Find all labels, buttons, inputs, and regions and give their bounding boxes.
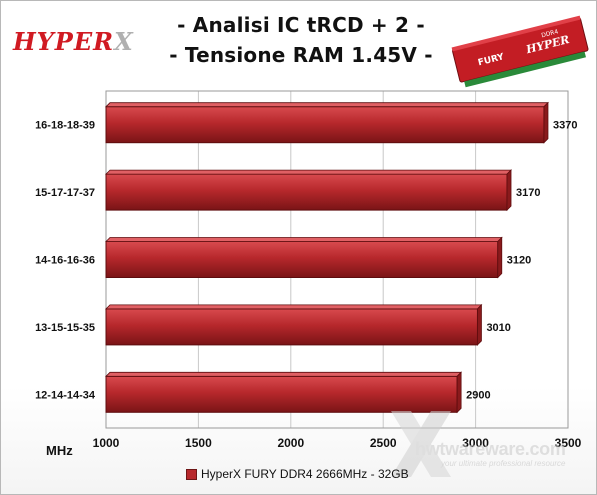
bar	[105, 308, 478, 346]
x-tick-label: 1500	[185, 436, 212, 450]
data-label: 3120	[507, 255, 531, 267]
x-tick-label: 1000	[93, 436, 120, 450]
data-label: 2900	[466, 389, 490, 401]
category-label: 14-16-16-36	[35, 255, 95, 267]
x-tick-label: 2000	[277, 436, 304, 450]
bar-top-face	[105, 371, 463, 377]
bar-group	[105, 303, 483, 346]
bar	[105, 173, 508, 211]
watermark-x-logo	[391, 411, 451, 477]
bar-top-face	[105, 169, 512, 175]
data-label: 3010	[486, 322, 510, 334]
bar-side-face	[456, 371, 462, 414]
bar-side-face	[506, 169, 512, 212]
category-label: 13-15-15-35	[35, 322, 95, 334]
bar-side-face	[477, 303, 482, 346]
legend-swatch	[186, 468, 197, 480]
x-tick-label: 3000	[462, 436, 489, 450]
bar	[105, 106, 545, 144]
category-label: 16-18-18-39	[35, 120, 95, 132]
bar-group	[105, 236, 503, 279]
x-tick-label: 2500	[370, 436, 397, 450]
chart-title-line-2: - Tensione RAM 1.45V -	[169, 43, 433, 67]
watermark-subtitle: your ultimate professional resource	[441, 459, 566, 468]
watermark-text: hwtwareware.com	[415, 439, 566, 459]
ram-spec: DDR4	[541, 28, 560, 39]
bar-side-face	[543, 101, 549, 144]
bar	[105, 241, 499, 278]
x-tick-label: 3500	[555, 436, 582, 450]
bar-side-face	[497, 236, 503, 279]
bar-top-face	[105, 102, 549, 108]
x-axis-label: MHz	[46, 443, 73, 458]
data-label: 3170	[516, 187, 540, 199]
bar-top-face	[105, 237, 503, 242]
watermark: hwtwareware.com your ultimate profession…	[381, 401, 591, 487]
category-label: 12-14-14-34	[35, 389, 96, 401]
bar-group	[105, 371, 463, 414]
data-label: 3370	[553, 120, 577, 132]
chart-legend: HyperX FURY DDR4 2666MHz - 32GB	[186, 467, 409, 481]
category-label: 15-17-17-37	[35, 187, 95, 199]
ram-module-image: FURY HYPER DDR4	[451, 15, 589, 88]
chart-title-line-1: - Analisi IC tRCD + 2 -	[177, 13, 425, 37]
bar-group	[105, 101, 549, 144]
hyperx-logo: HYPERX	[13, 27, 134, 56]
legend-label: HyperX FURY DDR4 2666MHz - 32GB	[201, 467, 409, 481]
bar-top-face	[105, 304, 483, 310]
bar-group	[105, 169, 512, 212]
